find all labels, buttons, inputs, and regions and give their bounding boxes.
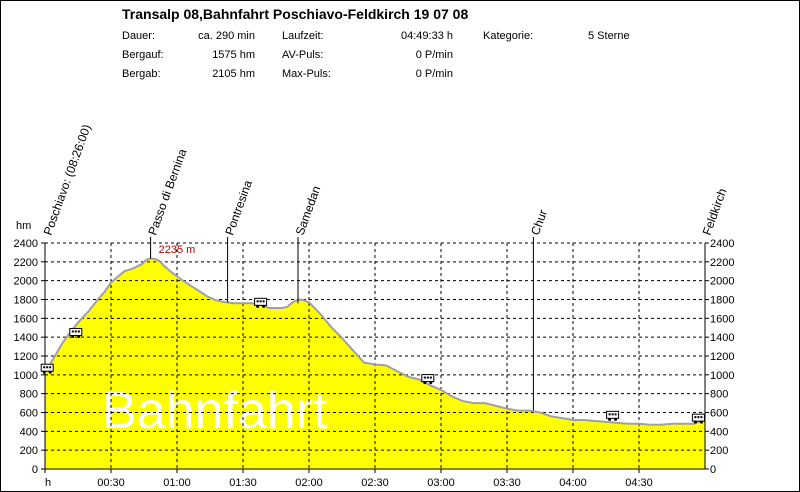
info-value-avg-pulse: 0 P/min	[415, 49, 453, 61]
y-tick-label-left: 2000	[14, 276, 38, 288]
train-icon	[254, 297, 268, 308]
x-tick-label: 02:00	[295, 477, 323, 489]
train-icon	[421, 374, 435, 385]
waypoint-label: Pontresina	[222, 178, 255, 237]
x-tick-label: 01:00	[163, 477, 191, 489]
x-tick-label: 00:30	[97, 477, 125, 489]
info-label-runtime: Laufzeit:	[282, 30, 324, 42]
info-value-duration: ca. 290 min	[198, 30, 255, 42]
page-title: Transalp 08,Bahnfahrt Poschiavo-Feldkirc…	[122, 6, 469, 22]
info-value-ascent: 1575 hm	[212, 49, 255, 61]
y-tick-label-left: 200	[20, 445, 38, 457]
y-tick-label-right: 1200	[710, 351, 734, 363]
y-tick-label-right: 1800	[710, 295, 734, 307]
y-tick-label-left: 2200	[14, 257, 38, 269]
x-tick-label: h	[45, 477, 51, 489]
y-tick-label-right: 2200	[710, 257, 734, 269]
waypoint-label: Passo di Bernina	[145, 147, 189, 237]
y-tick-label-right: 200	[710, 445, 728, 457]
elevation-line	[44, 257, 706, 426]
elevation-area	[45, 258, 705, 469]
info-label-descent: Bergab:	[122, 68, 161, 80]
waypoint-label: Samedan	[293, 184, 324, 237]
train-icon	[69, 327, 83, 338]
y-tick-label-left: 400	[20, 426, 38, 438]
y-axis-unit-label: hm	[16, 220, 31, 232]
x-tick-label: 04:30	[625, 477, 653, 489]
info-label-max-pulse: Max-Puls:	[282, 68, 331, 80]
y-tick-label-right: 600	[710, 408, 728, 420]
y-tick-label-right: 2000	[710, 276, 734, 288]
y-tick-label-left: 1400	[14, 332, 38, 344]
info-label-category: Kategorie:	[483, 30, 534, 42]
y-tick-label-left: 800	[20, 389, 38, 401]
info-value-max-pulse: 0 P/min	[415, 68, 453, 80]
y-tick-label-right: 1000	[710, 370, 734, 382]
info-label-avg-pulse: AV-Puls:	[282, 49, 324, 61]
y-tick-label-left: 1800	[14, 295, 38, 307]
train-icon	[606, 410, 620, 421]
x-tick-label: 03:00	[427, 477, 455, 489]
info-label-ascent: Bergauf:	[122, 49, 164, 61]
y-tick-label-left: 1600	[14, 313, 38, 325]
max-elevation-label: 2235 m	[159, 244, 196, 256]
y-tick-label-left: 1200	[14, 351, 38, 363]
info-label-duration: Dauer:	[122, 30, 156, 42]
y-tick-label-right: 800	[710, 389, 728, 401]
y-tick-label-left: 2400	[14, 238, 38, 250]
info-value-runtime: 04:49:33 h	[401, 30, 453, 42]
y-tick-label-left: 600	[20, 408, 38, 420]
x-tick-label: 01:30	[229, 477, 257, 489]
info-value-category: 5 Sterne	[588, 30, 630, 42]
waypoint-label: Poschiavo: (08:26:00)	[41, 123, 94, 237]
waypoint-label: Feldkirch	[700, 186, 730, 237]
y-tick-label-right: 1600	[710, 313, 734, 325]
info-value-descent: 2105 hm	[212, 68, 255, 80]
y-tick-label-left: 1000	[14, 370, 38, 382]
watermark-label: Bahnfahrt	[102, 382, 328, 440]
y-tick-label-right: 2400	[710, 238, 734, 250]
waypoint-label: Chur	[528, 208, 550, 237]
train-icon	[40, 363, 54, 374]
y-tick-label-left: 0	[32, 464, 38, 476]
y-tick-label-right: 0	[710, 464, 716, 476]
x-tick-label: 02:30	[361, 477, 389, 489]
x-tick-label: 03:30	[493, 477, 521, 489]
x-tick-label: 04:00	[559, 477, 587, 489]
train-icon	[691, 413, 705, 424]
y-tick-label-right: 1400	[710, 332, 734, 344]
y-tick-label-right: 400	[710, 426, 728, 438]
